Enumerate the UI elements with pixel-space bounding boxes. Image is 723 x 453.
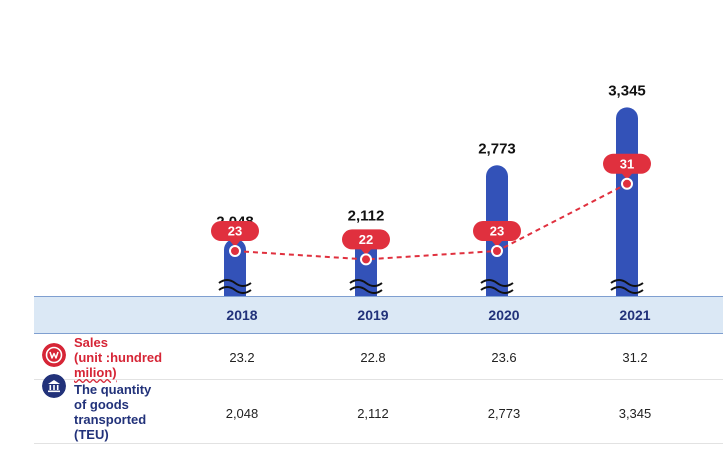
line-value-label-2018: 23 bbox=[228, 224, 242, 239]
bar-value-label-2020: 2,773 bbox=[478, 140, 516, 157]
year-header-2021: 2021 bbox=[619, 307, 651, 323]
sales-2018: 23.2 bbox=[229, 350, 255, 365]
quantity-label-line3: transported bbox=[74, 412, 147, 427]
line-point-2018 bbox=[229, 245, 241, 257]
bank-building-icon bbox=[42, 374, 66, 398]
year-header-2020: 2020 bbox=[488, 307, 520, 323]
year-header-2018: 2018 bbox=[226, 307, 258, 323]
axis-break-mark-2020 bbox=[480, 279, 514, 294]
quantity-2019: 2,112 bbox=[357, 406, 389, 421]
line-value-label-2019: 22 bbox=[359, 232, 373, 247]
sales-label-line2: (unit :hundred bbox=[74, 350, 163, 365]
line-point-2020 bbox=[491, 245, 503, 257]
quantity-label-line2: of goods bbox=[74, 397, 129, 412]
quantity-2020: 2,773 bbox=[487, 406, 521, 421]
sales-2021: 31.2 bbox=[622, 350, 648, 365]
quantity-2021: 3,345 bbox=[618, 406, 652, 421]
line-label-bubble-2019 bbox=[342, 229, 390, 256]
sales-2019: 22.8 bbox=[360, 350, 386, 365]
year-header-2019: 2019 bbox=[357, 307, 389, 323]
axis-break-mark-2021 bbox=[610, 279, 644, 294]
line-label-bubble-2020 bbox=[473, 221, 521, 247]
line-label-bubble-2018 bbox=[211, 221, 259, 247]
bar-2021 bbox=[616, 107, 638, 296]
quantity-row: The quantity of goods transported (TEU) … bbox=[34, 374, 723, 444]
line-label-bubble-2021 bbox=[603, 153, 651, 180]
bar-value-label-2019: 2,112 bbox=[348, 207, 385, 224]
quantity-2018: 2,048 bbox=[225, 406, 259, 421]
axis-break-mark-2019 bbox=[349, 279, 383, 294]
quantity-label-line1: The quantity bbox=[74, 382, 152, 397]
quantity-label-line4: (TEU) bbox=[74, 427, 109, 442]
line-value-label-2021: 31 bbox=[620, 156, 634, 171]
sales-label-line3: milion) bbox=[74, 365, 117, 380]
won-coin-icon bbox=[42, 343, 66, 367]
year-header-row: 2018 2019 2020 2021 bbox=[34, 296, 723, 334]
line-point-2019 bbox=[360, 253, 372, 266]
sales-row: Sales (unit :hundred milion) 23.2 22.8 2… bbox=[34, 334, 723, 380]
sales-label: Sales (unit :hundred milion) bbox=[74, 335, 224, 380]
quantity-label: The quantity of goods transported (TEU) bbox=[74, 382, 204, 442]
bar-value-label-2021: 3,345 bbox=[608, 82, 646, 99]
axis-break-mark-2018 bbox=[218, 279, 252, 294]
sales-trend-line bbox=[234, 182, 628, 261]
line-value-label-2020: 23 bbox=[490, 224, 504, 239]
sales-2020: 23.6 bbox=[491, 350, 517, 365]
sales-label-line1: Sales bbox=[74, 335, 108, 350]
line-point-2021 bbox=[621, 177, 633, 190]
